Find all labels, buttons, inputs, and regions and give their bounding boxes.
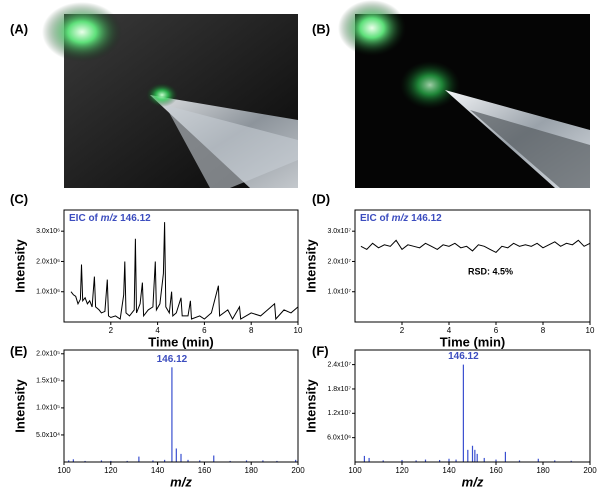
- annotation-part: EIC of: [360, 213, 392, 224]
- y-axis-label: Intensity: [12, 239, 27, 293]
- y-tick-label: 2.4x10⁷: [327, 361, 351, 368]
- x-tick-label: 8: [249, 326, 254, 335]
- data-line: [360, 239, 591, 254]
- y-axis-label: Intensity: [303, 379, 318, 433]
- chart: 2 4 6 8 10 1.0x10⁷ 2.0x10⁷ 3.0x10⁷ Time (min) Int…: [303, 209, 595, 349]
- y-tick-label: 3.0x10⁶: [36, 228, 60, 235]
- y-axis-label: Intensity: [303, 239, 318, 293]
- panel-label: (B): [312, 21, 330, 36]
- x-axis-label: m/z: [170, 474, 192, 489]
- plot-frame: [63, 209, 299, 323]
- x-tick-label: 4: [155, 326, 160, 335]
- chart: 100 120 140 160 180 200 6.0x10⁶ 1.2x10⁷ 1.8x10⁷ 2…: [303, 349, 597, 489]
- y-tick-label: 1.5x10⁵: [36, 378, 60, 385]
- x-tick-label: 8: [541, 326, 546, 335]
- annotation-part: EIC of: [69, 213, 101, 224]
- y-tick-label: 5.0x10⁴: [36, 432, 60, 439]
- x-tick-label: 2: [400, 326, 405, 335]
- photo-b: [338, 0, 590, 188]
- plot-frame: [63, 349, 299, 463]
- x-tick-label: 10: [586, 326, 595, 335]
- peak-label: 146.12: [157, 354, 188, 365]
- annotation-part: 146.12: [408, 213, 442, 224]
- photo-a: [42, 2, 298, 188]
- y-tick-label: 1.2x10⁷: [327, 410, 351, 417]
- x-tick-label: 10: [294, 326, 303, 335]
- y-axis-label: Intensity: [12, 379, 27, 433]
- x-tick-label: 120: [104, 466, 118, 475]
- y-tick-label: 3.0x10⁷: [327, 228, 351, 235]
- panel-label: (E): [10, 343, 27, 358]
- x-axis-label: Time (min): [440, 334, 506, 349]
- note: RSD: 4.5%: [468, 266, 513, 276]
- panel-label: (F): [312, 343, 329, 358]
- plot-frame: [354, 209, 591, 323]
- x-tick-label: 160: [198, 466, 212, 475]
- x-tick-label: 4: [447, 326, 452, 335]
- chart: 100 120 140 160 180 200 5.0x10⁴ 1.0x10⁵ 1.5x10⁵ 2…: [12, 349, 305, 489]
- data-line: [70, 222, 299, 321]
- panel-label: (D): [312, 191, 330, 206]
- x-tick-label: 200: [291, 466, 305, 475]
- x-tick-label: 180: [245, 466, 259, 475]
- x-axis-label: m/z: [462, 474, 484, 489]
- plot-frame: [354, 349, 591, 463]
- x-tick-label: 120: [395, 466, 409, 475]
- chart: 2 4 6 8 10 1.0x10⁶ 2.0x10⁶ 3.0x10⁶ Time (min) Int…: [12, 209, 303, 349]
- y-tick-label: 1.8x10⁷: [327, 386, 351, 393]
- panel-label: (A): [10, 21, 28, 36]
- y-tick-label: 2.0x10⁷: [327, 258, 351, 265]
- x-tick-label: 160: [489, 466, 503, 475]
- y-tick-label: 6.0x10⁶: [327, 434, 351, 441]
- y-tick-label: 1.0x10⁶: [36, 289, 60, 296]
- x-tick-label: 100: [348, 466, 362, 475]
- y-tick-label: 1.0x10⁵: [36, 405, 60, 412]
- x-tick-label: 100: [57, 466, 71, 475]
- annotation-part: m/z: [392, 213, 409, 224]
- annotation: EIC of m/z 146.12: [69, 213, 151, 224]
- y-tick-label: 1.0x10⁷: [327, 289, 351, 296]
- peak-label: 146.12: [448, 351, 479, 362]
- annotation: EIC of m/z 146.12: [360, 213, 442, 224]
- x-axis-label: Time (min): [148, 334, 214, 349]
- x-tick-label: 6: [494, 326, 499, 335]
- x-tick-label: 140: [151, 466, 165, 475]
- x-tick-label: 2: [109, 326, 114, 335]
- x-tick-label: 200: [583, 466, 597, 475]
- y-tick-label: 2.0x10⁶: [36, 258, 60, 265]
- x-tick-label: 140: [442, 466, 456, 475]
- annotation-part: 146.12: [117, 213, 151, 224]
- x-tick-label: 180: [536, 466, 550, 475]
- x-tick-label: 6: [202, 326, 207, 335]
- y-tick-label: 2.0x10⁵: [36, 351, 60, 358]
- panel-label: (C): [10, 191, 28, 206]
- annotation-part: m/z: [101, 213, 118, 224]
